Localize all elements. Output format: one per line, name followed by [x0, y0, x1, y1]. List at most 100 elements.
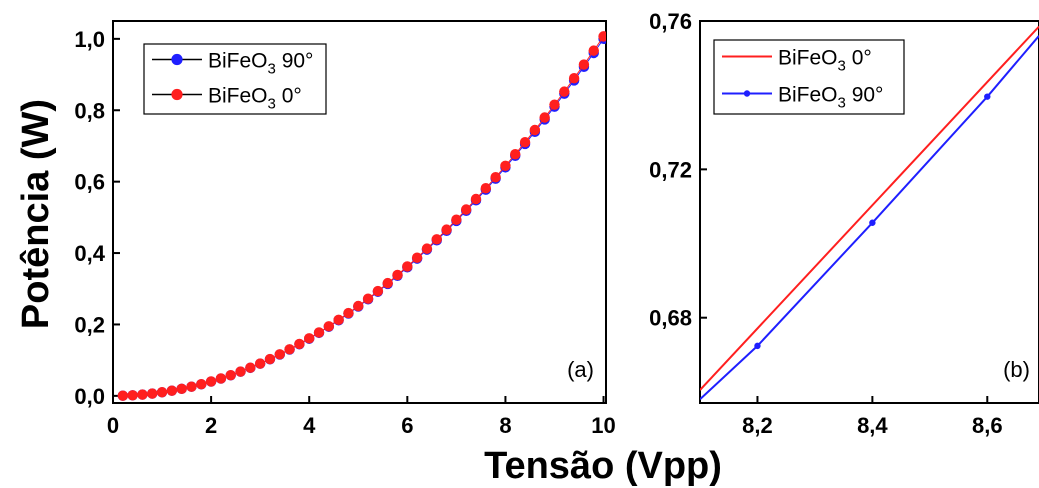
data-point [578, 59, 590, 70]
series-1 [700, 35, 1039, 401]
x-tick-label: 0 [107, 413, 119, 438]
legend-text-base: BiFeO [778, 84, 838, 107]
data-point [156, 387, 168, 398]
legend-marker [171, 53, 183, 66]
legend-text-sub: 3 [268, 96, 276, 113]
y-tick-label: 0,72 [649, 157, 692, 182]
legend-text: BiFeO3 0° [208, 85, 302, 113]
x-tick-label: 4 [303, 413, 316, 438]
data-point [588, 45, 599, 56]
data-point [205, 376, 217, 387]
x-tick-label: 8,2 [742, 413, 773, 438]
plot-area [117, 31, 606, 401]
x-tick-label: 8,4 [857, 413, 888, 438]
y-tick-label: 0,6 [74, 170, 105, 195]
data-point [441, 224, 452, 235]
legend-text-base: BiFeO [208, 50, 268, 73]
legend-text: BiFeO3 90° [208, 50, 313, 78]
legend-text-suffix: 90° [846, 84, 884, 107]
series-line [700, 25, 1039, 391]
data-point [166, 385, 178, 396]
data-point [176, 383, 187, 395]
data-point [539, 112, 550, 123]
legend-text-suffix: 0° [846, 47, 872, 70]
data-point [245, 362, 256, 373]
data-point [869, 219, 876, 226]
legend-box [713, 39, 905, 115]
data-point [549, 99, 560, 110]
series-0 [700, 25, 1039, 391]
data-point [333, 314, 344, 326]
data-point [480, 183, 492, 194]
data-point [559, 86, 570, 97]
y-tick-label: 0,8 [74, 98, 105, 123]
data-point [431, 234, 442, 245]
data-point [274, 349, 285, 360]
data-point [421, 243, 433, 254]
y-tick-label: 0,76 [649, 9, 692, 34]
data-point [402, 261, 413, 272]
data-point [313, 327, 325, 338]
plot-frame [699, 20, 1039, 404]
data-point [186, 381, 197, 392]
legend-text-suffix: 90° [276, 50, 314, 73]
data-point [323, 321, 335, 332]
data-point [304, 333, 315, 344]
data-point [117, 390, 129, 401]
series-1 [117, 31, 606, 401]
legend-text-sub: 3 [838, 95, 846, 112]
data-point [460, 204, 472, 215]
x-tick-label: 8,6 [972, 413, 1003, 438]
data-point [392, 269, 403, 281]
data-point [353, 300, 364, 312]
data-point [984, 93, 991, 100]
data-point [372, 285, 384, 297]
x-tick-label: 8 [499, 413, 511, 438]
x-tick-label: 2 [205, 413, 217, 438]
y-tick-label: 0,0 [74, 384, 105, 409]
data-point [147, 388, 158, 399]
data-point [510, 148, 521, 160]
legend-marker [743, 90, 751, 97]
data-point [519, 137, 531, 148]
legend-text-base: BiFeO [778, 47, 838, 70]
data-point [754, 342, 761, 350]
legend-text-suffix: 0° [276, 85, 302, 108]
legend-text-base: BiFeO [208, 85, 268, 108]
plot-frame [112, 20, 607, 404]
data-point [382, 277, 393, 289]
data-point [254, 358, 266, 369]
data-point [598, 31, 606, 42]
data-point [235, 366, 246, 377]
data-point [500, 160, 511, 172]
legend-text: BiFeO3 90° [778, 84, 883, 112]
x-axis-label: Tensão (Vpp) [484, 445, 722, 487]
panel-a-chart: 0 2 4 6 8 100,00,20,40,60,81,0(a)BiFeO3 90°Bi… [74, 20, 616, 438]
data-point [196, 379, 207, 390]
y-tick-label: 0,4 [74, 241, 105, 266]
data-point [137, 389, 148, 400]
data-point [127, 390, 138, 401]
data-point [284, 344, 295, 355]
panel-label: (a) [567, 357, 594, 382]
y-axis-label: Potência (W) [15, 99, 57, 329]
data-point [215, 373, 227, 384]
panel-b-chart: 8,2 8,4 8,60,680,720,76(b)BiFeO3 0°BiFeO3 … [649, 9, 1039, 438]
data-point [470, 193, 482, 205]
data-point [294, 338, 305, 350]
y-tick-label: 0,2 [74, 312, 105, 337]
x-tick-label: 6 [401, 413, 413, 438]
legend-text-sub: 3 [268, 61, 276, 78]
legend-marker [171, 88, 183, 101]
plot-area [700, 25, 1039, 401]
legend-text: BiFeO3 0° [778, 47, 872, 75]
panel-label: (b) [1003, 357, 1030, 382]
legend-text-sub: 3 [838, 58, 846, 75]
data-point [529, 124, 541, 136]
x-tick-label: 10 [591, 413, 615, 438]
data-point [225, 369, 236, 381]
data-point [490, 171, 501, 183]
data-point [451, 214, 462, 225]
data-point [264, 353, 276, 365]
